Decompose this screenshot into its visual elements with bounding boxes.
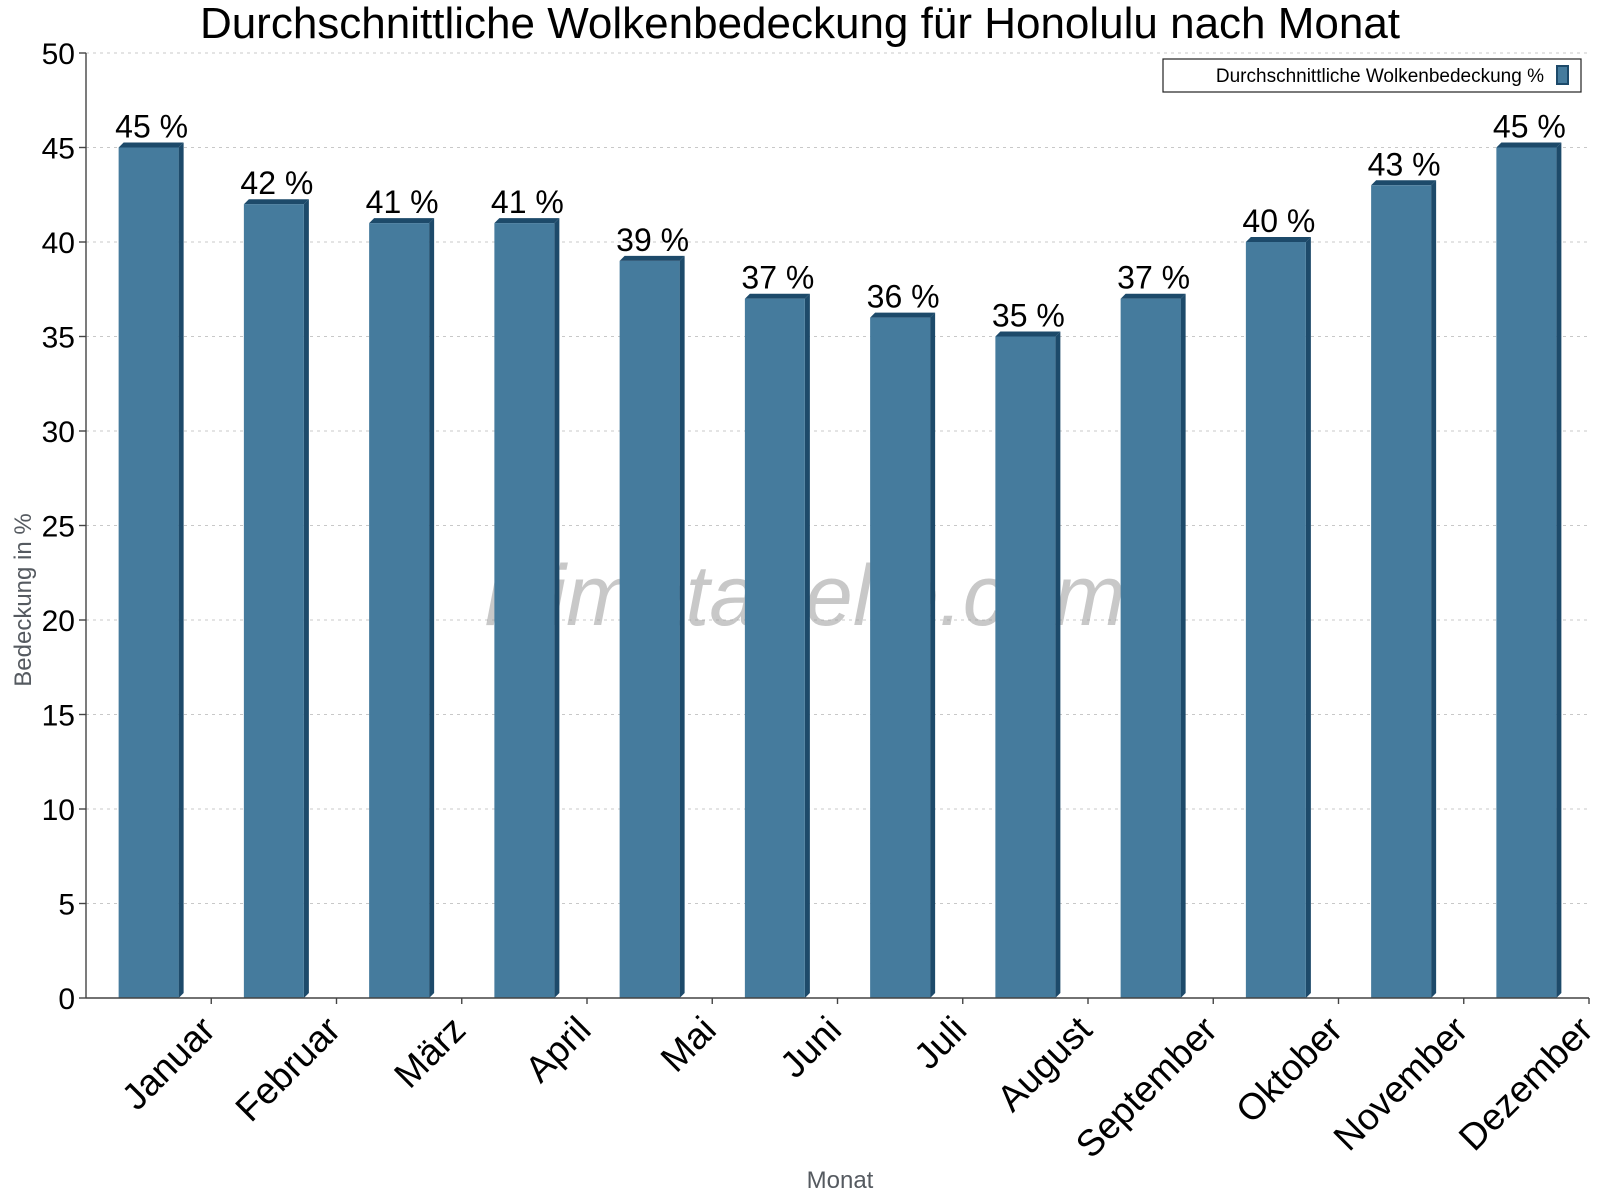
x-tick-label: Januar [114,1009,223,1118]
bar-top [369,218,435,224]
axes [79,52,1590,1004]
x-axis-label: Monat [807,1167,874,1194]
bar [118,147,179,998]
bar-side [930,312,936,999]
bar [494,223,555,999]
bar-group: 37 % [741,260,814,998]
bar-side [679,255,685,998]
bar-top [118,142,184,148]
x-tick-labels: Januar Februar März April Mai Juni Juli AugustS… [114,1008,1600,1165]
y-tick-label: 25 [42,511,75,544]
data-label: 43 % [1368,146,1441,182]
y-tick-label: 20 [42,605,75,638]
bar [1496,147,1557,998]
y-tick-label: 5 [58,889,75,922]
x-tick-label: Juni [772,1009,849,1086]
chart-title: Durchschnittliche Wolkenbedeckung für Ho… [200,0,1400,48]
data-label: 41 % [366,184,439,220]
bar-side [1431,180,1437,999]
data-label: 37 % [1117,260,1190,296]
bar-top [243,199,309,205]
bar-side [1180,293,1186,998]
y-axis-label: Bedeckung in % [10,513,37,686]
bar [1371,185,1432,999]
bar-top [1120,293,1186,299]
legend-swatch [1556,65,1569,85]
x-tick-label: März [386,1009,473,1096]
bar-group: 37 % [1117,260,1190,998]
bars: 45 % 42 % 41 % 41 % 39 % 37 % 36 % 35 % 37 % 40 %… [115,109,1566,999]
data-label: 41 % [491,184,564,220]
data-label: 39 % [616,222,689,258]
bar-side [178,142,184,998]
y-tick-labels: 0 5 10 15 20 25 30 35 40 45 50 [42,38,75,1016]
y-tick-label: 45 [42,133,75,166]
bar-side [554,218,560,999]
bar-top [1245,237,1311,242]
x-tick-label: Oktober [1228,1009,1350,1131]
legend: Durchschnittliche Wolkenbedeckung % [1162,58,1582,93]
bar [1245,242,1306,998]
x-tick-label: August [989,1008,1100,1119]
y-tick-label: 15 [42,700,75,733]
bar-group: 43 % [1368,146,1441,999]
bar [369,223,430,999]
y-tick-label: 0 [58,983,75,1016]
data-label: 36 % [867,279,940,315]
bar-top [619,255,685,261]
bar [744,298,805,998]
bar-top [870,312,936,318]
bar [995,336,1056,998]
bar-top [494,218,560,224]
bar-side [804,293,810,998]
bar-group: 39 % [616,222,689,998]
x-tick-label: Dezember [1451,1009,1600,1159]
y-tick-label: 50 [42,38,75,71]
grid-lines [86,52,1589,904]
y-tick-label: 40 [42,227,75,260]
data-label: 45 % [115,109,188,145]
x-tick-label: Juli [906,1009,974,1077]
bar-top [1371,180,1437,186]
bar-group: 36 % [867,279,940,999]
x-tick-label: April [517,1009,598,1090]
bar-side [1055,331,1061,998]
legend-label: Durchschnittliche Wolkenbedeckung % [1216,66,1544,87]
bar-group: 35 % [992,298,1065,998]
y-tick-label: 35 [42,322,75,355]
bar-side [429,218,435,999]
y-tick-label: 30 [42,416,75,449]
x-tick-label: Mai [653,1009,724,1080]
bar-side [1305,237,1311,998]
bar-top [744,293,810,299]
data-label: 40 % [1242,203,1315,239]
bar-group: 42 % [240,165,313,998]
bar-group: 45 % [115,109,188,998]
y-tick-label: 10 [42,794,75,827]
bar-group: 40 % [1242,203,1315,998]
bar-group: 41 % [491,184,564,999]
bar [619,260,680,998]
data-label: 45 % [1493,109,1566,145]
data-label: 35 % [992,298,1065,334]
bar [870,317,931,999]
bar-side [303,199,309,998]
bar-group: 45 % [1493,109,1566,998]
data-label: 42 % [240,165,313,201]
bar-top [995,331,1061,337]
x-tick-label: November [1326,1009,1476,1159]
data-label: 37 % [741,260,814,296]
bar-group: 41 % [366,184,439,999]
bar-top [1496,142,1562,148]
x-tick-label: Februar [228,1009,349,1130]
bar [1120,298,1181,998]
bar [243,204,304,998]
legend-box [1162,58,1582,93]
bar-side [1556,142,1562,998]
